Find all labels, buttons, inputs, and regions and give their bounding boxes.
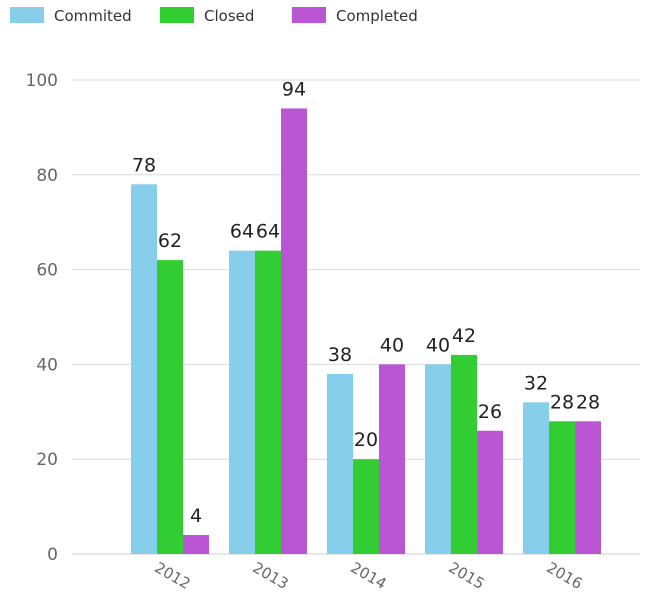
data-label-closed-2015: 42 — [452, 325, 476, 347]
y-tick-0: 0 — [47, 545, 58, 565]
x-tick-2016: 2016 — [543, 558, 585, 593]
x-tick-2013: 2013 — [249, 558, 291, 593]
data-label-completed-2012: 4 — [190, 505, 202, 527]
x-axis-labels: 2012 2013 2014 2015 2016 — [151, 558, 585, 593]
y-tick-100: 100 — [26, 71, 58, 91]
data-label-commited-2016: 32 — [524, 372, 548, 394]
bar-closed-2014 — [353, 459, 379, 554]
bar-completed-2016 — [575, 421, 601, 554]
data-label-closed-2016: 28 — [550, 391, 574, 413]
bar-commited-2012 — [131, 184, 157, 554]
legend-swatch-commited — [10, 7, 44, 23]
data-label-closed-2013: 64 — [256, 221, 280, 243]
bar-commited-2016 — [523, 402, 549, 554]
y-axis-ticks: 0 20 40 60 80 100 — [26, 71, 58, 565]
x-tick-2012: 2012 — [151, 558, 193, 593]
data-label-commited-2015: 40 — [426, 334, 450, 356]
data-label-commited-2012: 78 — [132, 154, 156, 176]
y-tick-80: 80 — [36, 166, 58, 186]
data-label-closed-2012: 62 — [158, 230, 182, 252]
bar-commited-2013 — [229, 250, 255, 554]
legend-swatch-closed — [160, 7, 194, 23]
y-tick-60: 60 — [36, 261, 58, 281]
bar-completed-2014 — [379, 364, 405, 554]
legend-label-commited: Commited — [54, 7, 132, 25]
data-label-commited-2014: 38 — [328, 344, 352, 366]
bar-closed-2016 — [549, 421, 575, 554]
legend-swatch-completed — [292, 7, 326, 23]
data-label-completed-2015: 26 — [478, 401, 502, 423]
bar-closed-2012 — [157, 260, 183, 554]
legend-label-closed: Closed — [204, 7, 254, 25]
bar-completed-2012 — [183, 535, 209, 554]
bar-completed-2015 — [477, 430, 503, 554]
bar-completed-2013 — [281, 108, 307, 554]
y-tick-40: 40 — [36, 355, 58, 375]
y-tick-20: 20 — [36, 450, 58, 470]
legend: Commited Closed Completed — [10, 7, 418, 25]
bar-closed-2015 — [451, 354, 477, 554]
data-label-completed-2016: 28 — [576, 391, 600, 413]
legend-label-completed: Completed — [336, 7, 418, 25]
data-label-closed-2014: 20 — [354, 429, 378, 451]
bar-commited-2014 — [327, 373, 353, 554]
data-label-completed-2014: 40 — [380, 334, 404, 356]
data-label-commited-2013: 64 — [230, 221, 254, 243]
bar-closed-2013 — [255, 250, 281, 554]
bar-commited-2015 — [425, 364, 451, 554]
x-tick-2015: 2015 — [445, 558, 487, 593]
data-label-completed-2013: 94 — [282, 78, 306, 100]
x-tick-2014: 2014 — [347, 558, 389, 593]
bars — [131, 108, 601, 554]
